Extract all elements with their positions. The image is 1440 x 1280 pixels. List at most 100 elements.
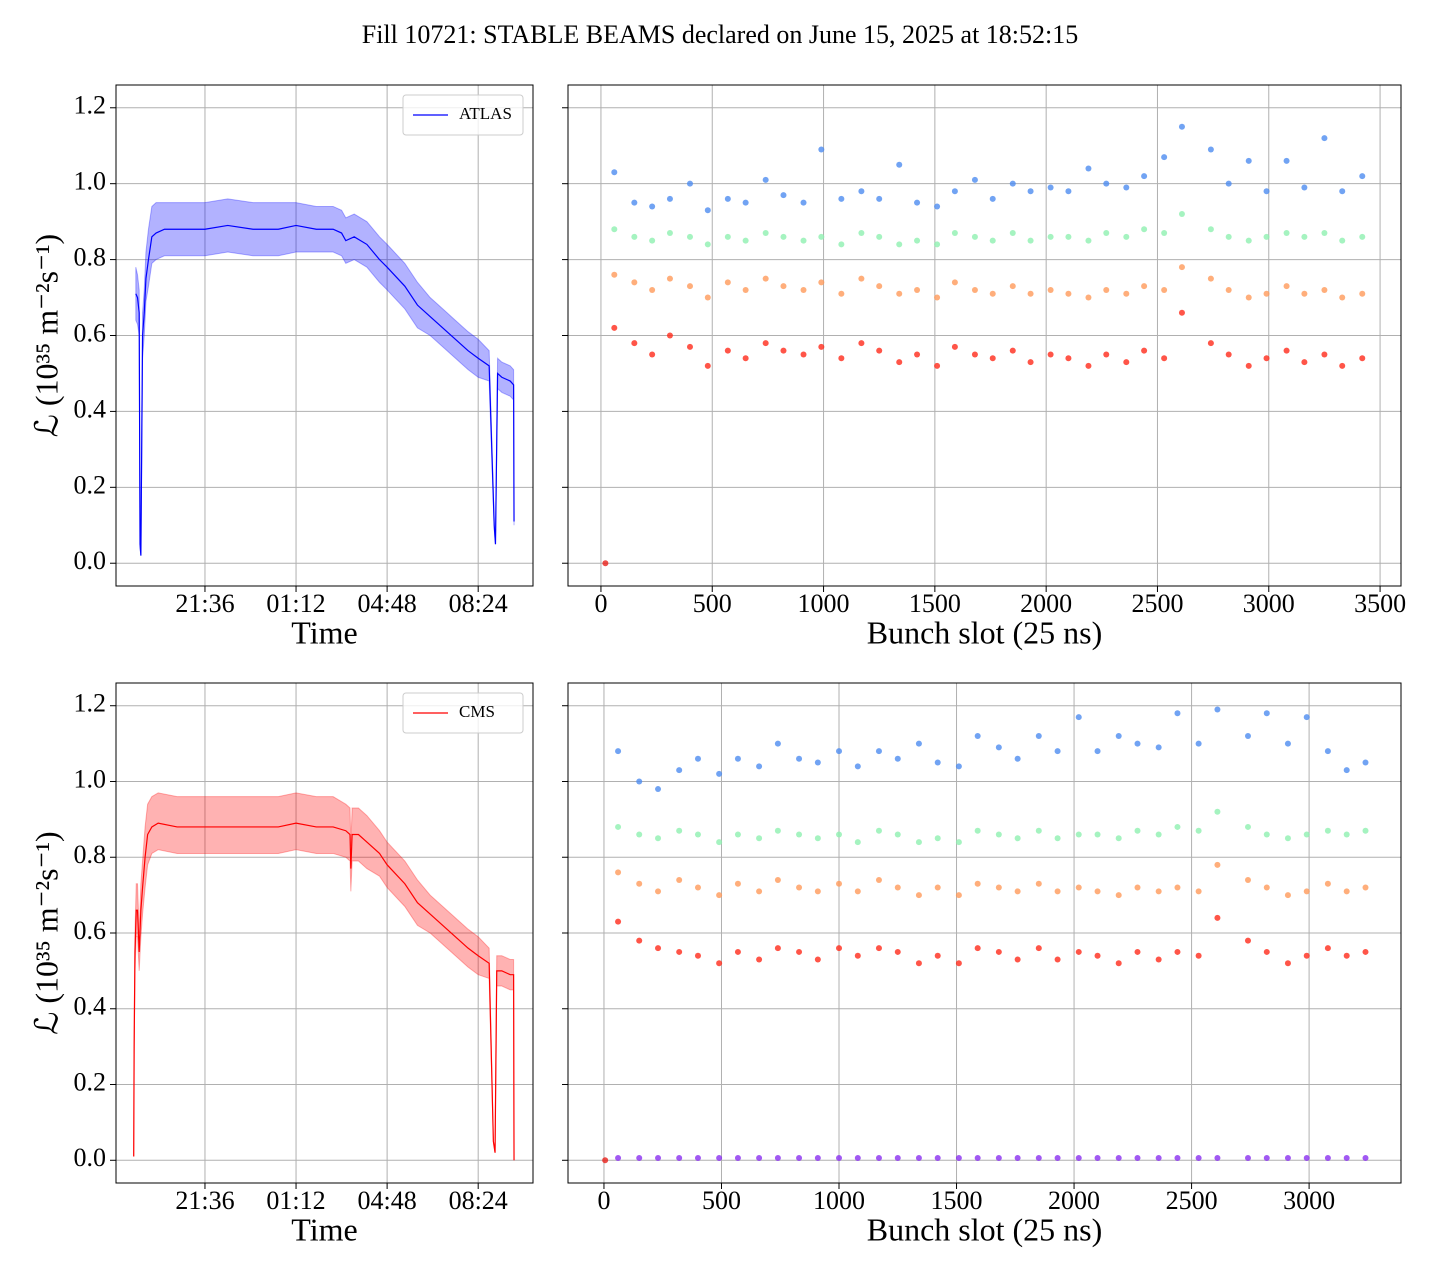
point <box>838 195 845 202</box>
point <box>914 199 921 206</box>
point <box>1284 892 1291 899</box>
point <box>611 324 618 331</box>
point <box>1301 359 1308 366</box>
point <box>1174 710 1181 717</box>
plot-area <box>602 123 1366 567</box>
y-tick-label: 0.4 <box>74 992 107 1021</box>
axes-frame <box>567 84 1402 587</box>
point <box>951 230 958 237</box>
point <box>876 233 883 240</box>
x-tick-label: 1500 <box>909 589 961 618</box>
point <box>875 945 882 952</box>
point <box>951 279 958 286</box>
point <box>1263 233 1270 240</box>
point <box>915 892 922 899</box>
point <box>1009 180 1016 187</box>
point <box>1283 347 1290 354</box>
point <box>1283 283 1290 290</box>
point <box>1103 180 1110 187</box>
point <box>1075 714 1082 721</box>
point <box>1225 233 1232 240</box>
point <box>1195 952 1202 959</box>
point <box>1161 230 1168 237</box>
point <box>1178 264 1185 271</box>
y-tick-label: 0.0 <box>74 546 107 575</box>
point <box>1343 1155 1350 1161</box>
legend-box <box>402 692 524 734</box>
y-tick-label: 0.6 <box>74 916 107 945</box>
point <box>896 161 903 168</box>
point <box>1359 290 1366 297</box>
point <box>1014 1155 1021 1161</box>
point <box>1263 831 1270 838</box>
point <box>875 748 882 755</box>
x-tick-label: 01:12 <box>266 589 325 618</box>
point <box>655 786 662 793</box>
point <box>1035 880 1042 887</box>
point <box>1014 835 1021 842</box>
point <box>854 888 861 895</box>
point <box>1214 914 1221 921</box>
axes-frame <box>115 84 534 587</box>
point <box>1303 714 1310 721</box>
point <box>914 286 921 293</box>
point <box>742 237 749 244</box>
point <box>724 347 731 354</box>
point <box>800 199 807 206</box>
x-tick-label: 500 <box>693 589 732 618</box>
point <box>704 207 711 214</box>
x-tick-label: 2500 <box>1131 589 1183 618</box>
point <box>818 146 825 153</box>
point <box>756 763 763 770</box>
point <box>636 831 643 838</box>
point <box>762 275 769 282</box>
point <box>858 188 865 195</box>
point <box>1214 861 1221 868</box>
point <box>974 827 981 834</box>
point <box>1225 286 1232 293</box>
point <box>1054 748 1061 755</box>
point <box>756 835 763 842</box>
legend-label: ATLAS <box>459 104 512 123</box>
point <box>955 839 962 846</box>
point <box>780 283 787 290</box>
point <box>800 351 807 358</box>
point <box>1225 351 1232 358</box>
point <box>934 952 941 959</box>
point <box>1155 1155 1162 1161</box>
point <box>636 880 643 887</box>
point <box>1075 884 1082 891</box>
x-axis-label: Time <box>291 1211 357 1247</box>
point <box>704 241 711 248</box>
point <box>1283 230 1290 237</box>
point <box>1155 744 1162 751</box>
y-tick-label: 1.2 <box>74 689 107 718</box>
point <box>762 230 769 237</box>
point <box>836 1155 843 1161</box>
point <box>666 275 673 282</box>
point <box>631 340 638 347</box>
point <box>836 831 843 838</box>
point <box>1141 283 1148 290</box>
point <box>1301 290 1308 297</box>
point <box>995 1155 1002 1161</box>
point <box>774 740 781 747</box>
line <box>133 822 515 1161</box>
point <box>704 294 711 301</box>
point <box>1207 146 1214 153</box>
point <box>655 1155 662 1161</box>
point <box>666 230 673 237</box>
point <box>676 876 683 883</box>
point <box>1195 827 1202 834</box>
point <box>1155 956 1162 963</box>
point <box>1161 154 1168 161</box>
point <box>756 888 763 895</box>
point <box>1362 948 1369 955</box>
point <box>756 1155 763 1161</box>
point <box>615 823 622 830</box>
x-tick-label: 3500 <box>1354 589 1406 618</box>
line <box>135 224 515 556</box>
point <box>814 759 821 766</box>
point <box>989 290 996 297</box>
point <box>1075 948 1082 955</box>
